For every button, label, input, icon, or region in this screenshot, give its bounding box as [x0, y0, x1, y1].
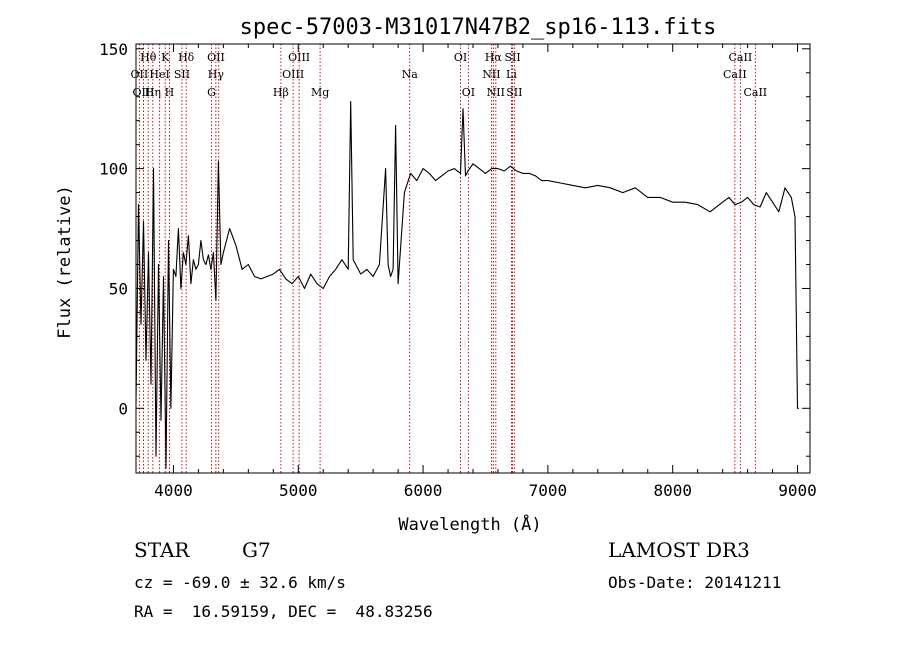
x-tick-label: 5000 [279, 481, 318, 500]
line-label: CaII [729, 51, 753, 64]
chart-title: spec-57003-M31017N47B2_sp16-113.fits [240, 15, 717, 40]
line-label: K [161, 51, 170, 64]
line-label: OIII [282, 68, 304, 81]
coords-line: RA = 16.59159, DEC = 48.83256 [134, 602, 433, 621]
line-label: SII [504, 51, 520, 64]
line-label: SII [506, 86, 522, 99]
x-tick-label: 6000 [404, 481, 443, 500]
y-tick-label: 0 [118, 399, 128, 418]
line-label: Hβ [273, 86, 289, 99]
line-label: HeI [149, 68, 169, 81]
line-label: Li [506, 68, 517, 81]
x-tick-label: 7000 [529, 481, 568, 500]
line-label: Hθ [140, 51, 157, 64]
line-label: Hη [145, 86, 161, 99]
line-label: OI [462, 86, 475, 99]
line-label: NII [487, 86, 505, 99]
x-axis-label: Wavelength (Å) [398, 513, 541, 535]
line-label: OI [454, 51, 467, 64]
object-subclass: G7 [242, 538, 271, 562]
line-label: OII [131, 68, 149, 81]
line-label: SII [174, 68, 190, 81]
object-class: STAR [134, 538, 190, 562]
line-label: CaII [723, 68, 747, 81]
x-tick-label: 4000 [154, 481, 193, 500]
spectral-line-markers [138, 44, 756, 473]
line-label: Hδ [178, 51, 195, 64]
flux-series [135, 100, 799, 469]
obs-date-line: Obs-Date: 20141211 [608, 573, 782, 592]
line-label: G [207, 86, 216, 99]
line-label: H [165, 86, 175, 99]
line-label: Na [402, 68, 419, 81]
x-tick-label: 9000 [778, 481, 817, 500]
y-tick-label: 100 [99, 160, 128, 179]
line-label: OIII [132, 86, 154, 99]
y-tick-label: 150 [99, 40, 128, 59]
line-label: Mg [311, 86, 329, 99]
line-label: Hγ [208, 68, 225, 81]
y-axis-label: Flux (relative) [55, 185, 75, 339]
axis-ticks: 4000 5000 6000 7000 8000 9000 0 50 100 150 [99, 40, 817, 500]
x-tick-label: 8000 [653, 481, 692, 500]
plot-frame [135, 43, 811, 474]
redshift-line: cz = -69.0 ± 32.6 km/s [134, 573, 346, 592]
y-tick-label: 50 [109, 279, 128, 298]
line-label: OII [207, 51, 225, 64]
line-label: Hα [485, 51, 503, 64]
line-label: CaII [743, 86, 767, 99]
line-label: OIII [288, 51, 310, 64]
flux-line [135, 100, 799, 469]
survey-name: LAMOST DR3 [608, 538, 750, 562]
line-label: NII [482, 68, 500, 81]
